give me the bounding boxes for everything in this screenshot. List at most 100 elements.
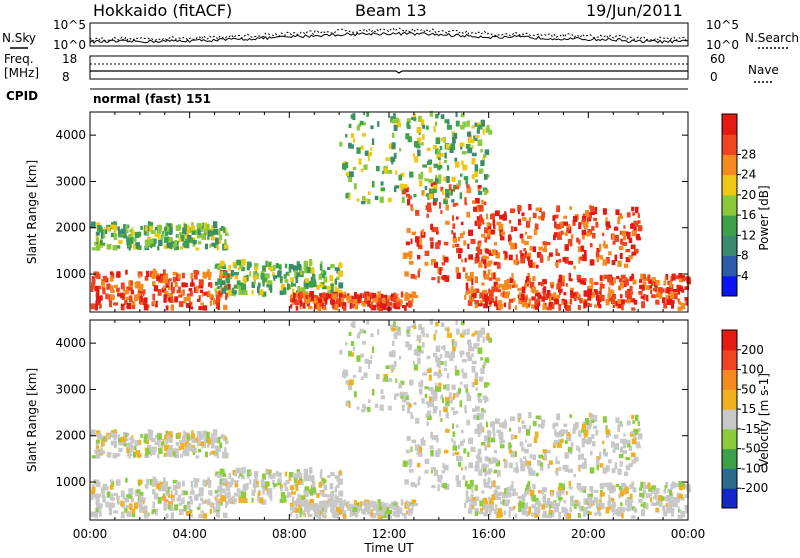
velocity-echo-cell-955 <box>481 407 484 413</box>
velocity-echo-cell-1633 <box>643 502 646 509</box>
power-echo-cell-1048 <box>602 232 605 237</box>
power-echo-cell-1408 <box>380 181 384 186</box>
velocity-echo-cell-1473 <box>471 360 477 365</box>
power-echo-cell-207 <box>120 282 125 290</box>
velocity-echo-cell-408 <box>105 437 108 442</box>
velocity-echo-cell-1120 <box>603 452 608 457</box>
power-echo-cell-1361 <box>434 121 438 126</box>
power-echo-cell-72 <box>94 303 98 311</box>
velocity-echo-cell-1244 <box>455 328 460 335</box>
velocity-colorbar-swatch-1 <box>722 468 737 489</box>
power-echo-cell-1677 <box>663 280 666 286</box>
velocity-echo-cell-86 <box>209 490 213 496</box>
power-echo-cell-749 <box>366 296 370 301</box>
power-echo-cell-1198 <box>527 256 530 261</box>
power-echo-cell-177 <box>202 271 207 279</box>
velocity-echo-cell-1351 <box>354 391 357 398</box>
power-echo-cell-388 <box>112 245 118 251</box>
velocity-echo-cell-5 <box>161 495 167 501</box>
velocity-echo-cell-1413 <box>443 406 448 413</box>
velocity-echo-cell-1804 <box>684 494 689 498</box>
velocity-echo-cell-769 <box>324 507 328 513</box>
power-echo-cell-1572 <box>599 286 602 292</box>
power-echo-cell-1831 <box>621 305 624 311</box>
velocity-echo-cell-149 <box>109 479 114 483</box>
velocity-echo-cell-1712 <box>680 510 686 518</box>
velocity-echo-cell-1382 <box>414 364 419 371</box>
velocity-echo-cell-1200 <box>483 435 488 442</box>
power-echo-cell-114 <box>90 303 96 310</box>
power-echo-cell-1512 <box>509 277 514 284</box>
velocity-ylabel: Slant Range [km] <box>25 368 39 472</box>
power-echo-cell-145 <box>126 286 132 291</box>
velocity-echo-cell-1530 <box>667 488 671 493</box>
power-echo-cell-1394 <box>466 120 470 127</box>
velocity-echo-cell-1154 <box>559 430 563 438</box>
power-echo-cell-1436 <box>433 145 438 150</box>
power-echo-cell-1471 <box>447 119 450 125</box>
power-echo-cell-433 <box>206 223 210 231</box>
velocity-echo-cell-795 <box>334 512 339 519</box>
velocity-echo-cell-681 <box>379 501 384 509</box>
power-echo-cell-887 <box>433 261 438 268</box>
power-echo-cell-743 <box>354 292 358 299</box>
power-echo-cell-1443 <box>445 197 448 201</box>
power-echo-cell-766 <box>352 296 357 301</box>
power-echo-cell-1020 <box>534 223 539 230</box>
velocity-echo-cell-1707 <box>504 488 508 495</box>
velocity-echo-cell-1459 <box>428 374 432 381</box>
velocity-echo-cell-970 <box>473 414 477 420</box>
power-echo-cell-745 <box>322 305 326 310</box>
power-echo-cell-808 <box>406 293 411 298</box>
velocity-echo-cell-624 <box>292 473 296 478</box>
velocity-echo-cell-1064 <box>552 423 556 429</box>
velocity-echo-cell-1628 <box>496 492 501 497</box>
velocity-echo-cell-477 <box>264 481 270 487</box>
power-echo-cell-1775 <box>669 281 673 288</box>
frequency-panel-frame <box>89 55 689 80</box>
velocity-echo-cell-165 <box>217 511 220 518</box>
power-echo-cell-828 <box>305 295 308 300</box>
power-echo-cell-1447 <box>428 193 434 200</box>
velocity-echo-cell-1833 <box>655 488 660 494</box>
power-echo-cell-354 <box>219 234 223 241</box>
power-echo-cell-310 <box>146 226 151 232</box>
velocity-echo-cell-451 <box>316 492 320 498</box>
power-echo-cell-1313 <box>451 131 455 135</box>
velocity-echo-cell-1141 <box>614 462 618 470</box>
power-echo-cell-340 <box>182 227 187 235</box>
velocity-echo-cell-862 <box>407 406 411 414</box>
velocity-echo-cell-1219 <box>540 462 543 467</box>
velocity-echo-cell-1400 <box>348 379 354 386</box>
power-echo-cell-309 <box>117 230 123 235</box>
velocity-echo-cell-1749 <box>599 491 605 497</box>
velocity-echo-cell-1179 <box>633 428 638 432</box>
velocity-echo-cell-4 <box>170 490 173 495</box>
power-echo-cell-789 <box>327 293 332 299</box>
power-echo-cell-1196 <box>497 262 501 269</box>
power-echo-cell-1085 <box>527 235 532 239</box>
velocity-echo-cell-420 <box>223 437 228 441</box>
velocity-echo-cell-428 <box>106 451 112 458</box>
velocity-echo-cell-869 <box>461 467 464 471</box>
velocity-echo-cell-518 <box>288 475 292 481</box>
velocity-echo-cell-310 <box>146 434 151 440</box>
power-echo-cell-890 <box>404 271 409 277</box>
power-echo-cell-921 <box>440 186 444 192</box>
velocity-echo-cell-88 <box>226 491 231 498</box>
velocity-echo-cell-1814 <box>488 508 493 513</box>
noise-tick-right-bottom: 10^0 <box>706 38 739 52</box>
power-echo-cell-951 <box>454 185 460 190</box>
velocity-echo-cell-926 <box>445 428 450 433</box>
velocity-echo-cell-1629 <box>466 484 472 490</box>
velocity-echo-cell-1326 <box>420 327 425 335</box>
power-echo-cell-1169 <box>521 212 525 217</box>
power-echo-cell-1835 <box>639 284 644 290</box>
velocity-echo-cell-1431 <box>440 322 445 328</box>
velocity-echo-cell-621 <box>334 486 337 493</box>
power-echo-cell-393 <box>144 226 148 231</box>
power-echo-cell-755 <box>374 295 380 302</box>
velocity-echo-cell-77 <box>163 481 168 489</box>
power-echo-cell-166 <box>96 299 101 304</box>
power-echo-cell-1671 <box>655 299 659 304</box>
